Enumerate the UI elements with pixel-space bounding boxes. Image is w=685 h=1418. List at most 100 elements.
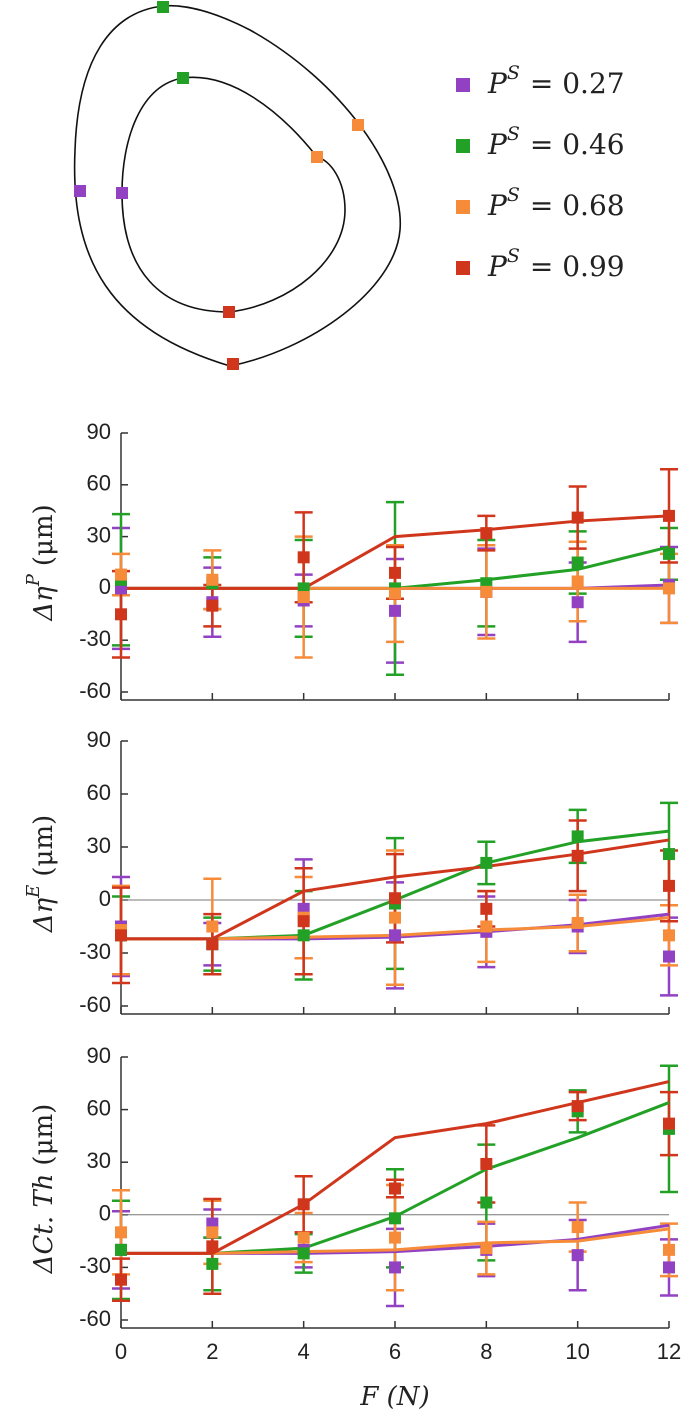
y-tick-label: -60 bbox=[79, 992, 111, 1017]
data-point bbox=[206, 1226, 219, 1239]
contour-marker bbox=[157, 1, 169, 13]
y-tick-label: 30 bbox=[87, 833, 111, 858]
data-point bbox=[389, 566, 401, 579]
y-tick-label: 30 bbox=[87, 522, 111, 547]
data-point bbox=[480, 585, 493, 598]
x-tick-label: 2 bbox=[206, 1339, 218, 1364]
legend-symbol: P bbox=[487, 250, 508, 283]
data-point bbox=[663, 929, 675, 942]
data-point bbox=[663, 582, 675, 595]
legend-value: = 0.27 bbox=[530, 67, 625, 100]
contour-marker bbox=[116, 187, 128, 199]
legend-value: = 0.68 bbox=[530, 189, 625, 222]
legend-symbol: P bbox=[487, 67, 508, 100]
y-label-unit: (μm) bbox=[29, 504, 59, 566]
y-tick-label: 60 bbox=[87, 780, 111, 805]
data-point bbox=[115, 1273, 127, 1286]
data-point bbox=[389, 1212, 401, 1225]
data-point bbox=[206, 1240, 219, 1253]
data-point bbox=[571, 556, 584, 569]
legend-value: = 0.99 bbox=[530, 250, 625, 283]
data-point bbox=[663, 547, 675, 560]
data-point bbox=[663, 1261, 675, 1274]
data-point bbox=[115, 568, 127, 581]
data-point bbox=[571, 1221, 584, 1234]
x-tick-label: 12 bbox=[657, 1339, 681, 1364]
legend-label: PS = 0.68 bbox=[487, 184, 625, 222]
data-point bbox=[389, 604, 401, 617]
data-point bbox=[663, 879, 675, 892]
data-point bbox=[663, 509, 675, 522]
x-tick-label: 0 bbox=[115, 1339, 127, 1364]
legend-label: PS = 0.99 bbox=[487, 245, 625, 283]
data-point bbox=[571, 511, 584, 524]
data-point bbox=[389, 929, 401, 942]
data-point bbox=[389, 1182, 401, 1195]
y-label-symbol: Δη bbox=[29, 586, 59, 622]
data-point bbox=[297, 1198, 310, 1211]
legend-swatch bbox=[456, 200, 470, 214]
data-point bbox=[480, 1242, 493, 1255]
data-point bbox=[389, 911, 401, 924]
data-point bbox=[297, 551, 310, 564]
y-tick-label: 90 bbox=[87, 1043, 111, 1068]
data-point bbox=[571, 1100, 584, 1113]
x-axis-label: F (N) bbox=[359, 1382, 429, 1412]
data-point bbox=[206, 938, 219, 951]
y-tick-label: -30 bbox=[79, 1253, 111, 1278]
contour-marker bbox=[352, 119, 364, 131]
y-tick-label: 60 bbox=[87, 1095, 111, 1120]
legend-symbol: P bbox=[487, 128, 508, 161]
y-label-superscript: P bbox=[23, 573, 44, 587]
legend-label: PS = 0.27 bbox=[487, 62, 625, 100]
y-tick-label: 60 bbox=[87, 471, 111, 496]
data-point bbox=[297, 915, 310, 928]
data-point bbox=[571, 575, 584, 588]
legend-symbol: P bbox=[487, 189, 508, 222]
legend-superscript: S bbox=[507, 62, 520, 84]
data-point bbox=[663, 848, 675, 861]
data-point bbox=[297, 1231, 310, 1244]
data-point bbox=[663, 950, 675, 963]
y-tick-label: -60 bbox=[79, 1306, 111, 1331]
data-point bbox=[571, 849, 584, 862]
data-point bbox=[206, 573, 219, 586]
x-tick-label: 8 bbox=[480, 1339, 492, 1364]
data-point bbox=[115, 608, 127, 621]
y-tick-label: 0 bbox=[99, 574, 111, 599]
data-point bbox=[571, 830, 584, 843]
legend-superscript: S bbox=[507, 123, 520, 145]
data-point bbox=[389, 892, 401, 905]
y-tick-label: -30 bbox=[79, 939, 111, 964]
data-point bbox=[480, 1157, 493, 1170]
legend-label: PS = 0.46 bbox=[487, 123, 625, 161]
legend-superscript: S bbox=[507, 245, 520, 267]
data-point bbox=[571, 1249, 584, 1262]
outer-contour bbox=[73, 4, 401, 367]
y-tick-label: 30 bbox=[87, 1148, 111, 1173]
data-point bbox=[389, 1231, 401, 1244]
y-tick-label: 0 bbox=[99, 886, 111, 911]
contour-marker bbox=[177, 72, 189, 84]
legend-value: = 0.46 bbox=[530, 128, 625, 161]
y-axis-label: ΔCt. Th (μm) bbox=[29, 1104, 59, 1275]
x-tick-label: 6 bbox=[389, 1339, 401, 1364]
data-point bbox=[571, 916, 584, 929]
y-label-symbol: Δη bbox=[29, 897, 59, 933]
contour-marker bbox=[74, 185, 86, 197]
data-point bbox=[480, 902, 493, 915]
data-point bbox=[115, 929, 127, 942]
x-tick-label: 4 bbox=[298, 1339, 310, 1364]
y-tick-label: -30 bbox=[79, 626, 111, 651]
data-point bbox=[480, 1196, 493, 1209]
y-label-superscript: E bbox=[23, 885, 44, 899]
data-point bbox=[115, 1226, 127, 1239]
contour-marker bbox=[223, 306, 235, 318]
y-tick-label: 90 bbox=[87, 419, 111, 444]
y-label-symbol: ΔCt. Th bbox=[29, 1174, 59, 1275]
data-point bbox=[480, 920, 493, 933]
y-axis-label: ΔηP (μm) bbox=[23, 504, 59, 621]
data-point bbox=[571, 596, 584, 609]
